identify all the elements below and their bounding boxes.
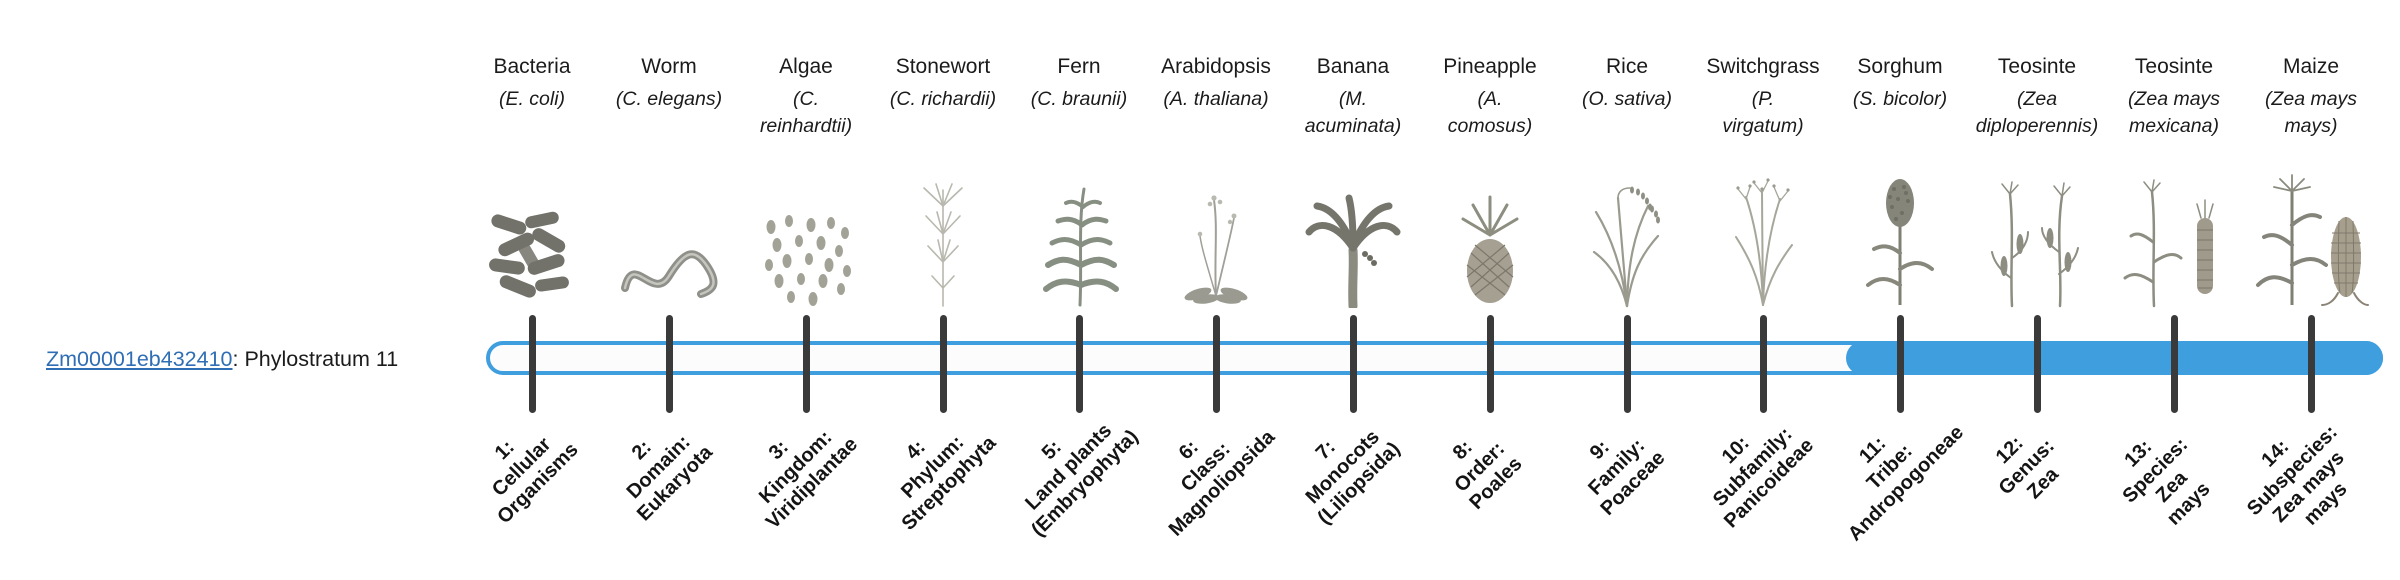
organism-column-bacteria: Bacteria (E. coli) — [454, 54, 610, 308]
organism-sci-name: (O. sativa) — [1582, 88, 1672, 111]
organism-sci-name: (M. acuminata) — [1304, 88, 1402, 137]
organism-name: Maize — [2282, 55, 2340, 78]
rice-icon — [1582, 178, 1672, 308]
organism-column-rice: Rice (O. sativa) — [1549, 54, 1705, 308]
gene-caption: Zm00001eb432410: Phylostratum 11 — [46, 347, 398, 372]
tick-mark-7 — [1349, 315, 1357, 413]
tick-mark-10 — [1759, 315, 1767, 413]
pineapple-icon — [1453, 183, 1528, 308]
organism-name: Switchgrass — [1706, 55, 1820, 78]
tick-mark-11 — [1896, 315, 1904, 413]
maize-icon — [2254, 173, 2369, 308]
tick-mark-8 — [1486, 315, 1494, 413]
worm-icon — [619, 238, 719, 308]
organism-column-sorghum: Sorghum (S. bicolor) — [1822, 54, 1978, 308]
organism-name: Pineapple — [1443, 55, 1537, 78]
organism-sci-name: (E. coli) — [498, 88, 566, 111]
organism-name: Sorghum — [1857, 55, 1943, 78]
tick-mark-14 — [2307, 315, 2315, 413]
tick-mark-6 — [1212, 315, 1220, 413]
organism-sci-name: (C. elegans) — [615, 88, 723, 111]
organism-name: Algae — [779, 55, 833, 78]
organism-name: Worm — [641, 55, 697, 78]
sorghum-icon — [1860, 173, 1940, 308]
tick-mark-1 — [528, 315, 536, 413]
organism-column-maize: Maize (Zea mays mays) — [2233, 54, 2389, 308]
banana-icon — [1303, 188, 1403, 308]
gene-id-link[interactable]: Zm00001eb432410 — [46, 347, 233, 371]
tick-mark-5 — [1075, 315, 1083, 413]
tick-mark-9 — [1623, 315, 1631, 413]
switchgrass-icon — [1718, 173, 1808, 308]
organism-column-pineapple: Pineapple (A. comosus) — [1412, 54, 1568, 308]
organism-column-banana: Banana (M. acuminata) — [1275, 54, 1431, 308]
organism-name: Banana — [1316, 55, 1390, 78]
organism-sci-name: (Zea mays mays) — [2264, 88, 2358, 137]
organism-column-fern: Fern (C. braunii) — [1001, 54, 1157, 308]
tick-mark-12 — [2033, 315, 2041, 413]
organism-sci-name: (C. reinhardtii) — [759, 88, 853, 137]
organism-sci-name: (P. virgatum) — [1722, 88, 1804, 137]
organism-column-teosinte-diploperennis: Teosinte (Zea diploperennis) — [1959, 54, 2115, 308]
organism-name: Fern — [1057, 55, 1101, 78]
organism-column-arabidopsis: Arabidopsis (A. thaliana) — [1138, 54, 1294, 308]
teosinte-mexicana-icon — [2119, 178, 2229, 308]
organism-column-stonewort: Stonewort (C. richardii) — [865, 54, 1021, 308]
phylostratum-bar-fill — [1846, 341, 2383, 375]
organism-sci-name: (S. bicolor) — [1852, 88, 1948, 111]
organism-name: Teosinte — [2134, 55, 2214, 78]
organism-column-teosinte-mexicana: Teosinte (Zea mays mexicana) — [2096, 54, 2252, 308]
organism-sci-name: (Zea mays mexicana) — [2127, 88, 2221, 137]
organism-name: Bacteria — [493, 55, 571, 78]
organism-column-worm: Worm (C. elegans) — [591, 54, 747, 308]
organism-sci-name: (A. comosus) — [1447, 88, 1533, 137]
gene-phylostratum-text: : Phylostratum 11 — [232, 347, 399, 371]
tick-mark-4 — [939, 315, 947, 413]
teosinte-diploperennis-icon — [1982, 178, 2092, 308]
organism-name: Teosinte — [1997, 55, 2077, 78]
organism-sci-name: (C. braunii) — [1030, 88, 1128, 111]
organism-column-algae: Algae (C. reinhardtii) — [728, 54, 884, 308]
tick-mark-3 — [802, 315, 810, 413]
bacteria-icon — [485, 208, 580, 308]
stonewort-icon — [908, 176, 978, 308]
organism-sci-name: (A. thaliana) — [1163, 88, 1269, 111]
tick-mark-13 — [2170, 315, 2178, 413]
organism-column-switchgrass: Switchgrass (P. virgatum) — [1685, 54, 1841, 308]
arabidopsis-icon — [1174, 178, 1259, 308]
tick-mark-2 — [665, 315, 673, 413]
fern-icon — [1032, 173, 1127, 308]
organism-name: Arabidopsis — [1161, 55, 1271, 78]
organism-name: Stonewort — [895, 55, 991, 78]
organism-sci-name: (C. richardii) — [889, 88, 997, 111]
organism-name: Rice — [1605, 55, 1648, 78]
organism-sci-name: (Zea diploperennis) — [1975, 88, 2099, 137]
algae-icon — [759, 213, 854, 308]
